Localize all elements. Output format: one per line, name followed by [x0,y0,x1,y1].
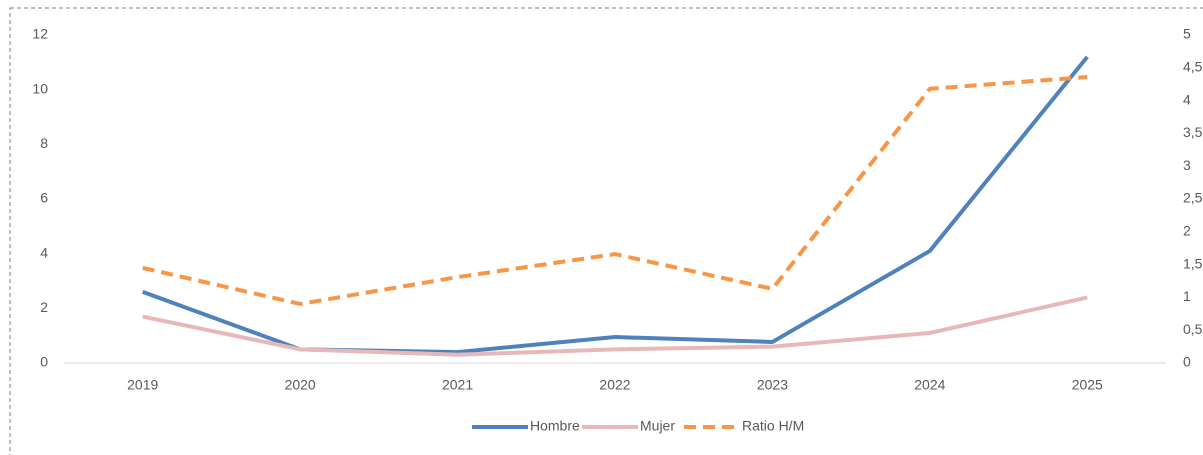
y-tick-label: 12 [32,26,48,42]
legend-label: Ratio H/M [742,418,804,434]
y2-tick-label: 2 [1183,223,1191,239]
y-tick-label: 8 [40,135,48,151]
chart-border [9,7,1203,455]
y2-tick-label: 3,5 [1183,124,1203,140]
y-tick-label: 4 [40,244,48,260]
y2-tick-label: 0,5 [1183,321,1203,337]
y2-tick-label: 1 [1183,288,1191,304]
y-tick-label: 0 [40,354,48,370]
series-line [142,55,1089,355]
series-line [142,295,1088,357]
y2-tick-label: 5 [1183,26,1191,42]
x-tick-label: 2020 [285,377,316,393]
y2-tick-label: 1,5 [1183,255,1203,271]
x-tick-label: 2024 [914,377,945,393]
x-tick-label: 2021 [442,377,473,393]
y2-tick-label: 4 [1183,91,1191,107]
y2-tick-label: 4,5 [1183,59,1203,75]
legend-label: Hombre [530,418,580,434]
y2-tick-label: 0 [1183,354,1191,370]
y-tick-label: 10 [32,80,48,96]
x-tick-label: 2019 [127,377,158,393]
series-line [142,74,1088,306]
x-tick-label: 2023 [757,377,788,393]
x-tick-label: 2022 [599,377,630,393]
y2-tick-label: 2,5 [1183,190,1203,206]
y-tick-label: 2 [40,299,48,315]
legend-label: Mujer [640,418,675,434]
x-tick-label: 2025 [1072,377,1103,393]
y-tick-label: 6 [40,190,48,206]
y2-tick-label: 3 [1183,157,1191,173]
